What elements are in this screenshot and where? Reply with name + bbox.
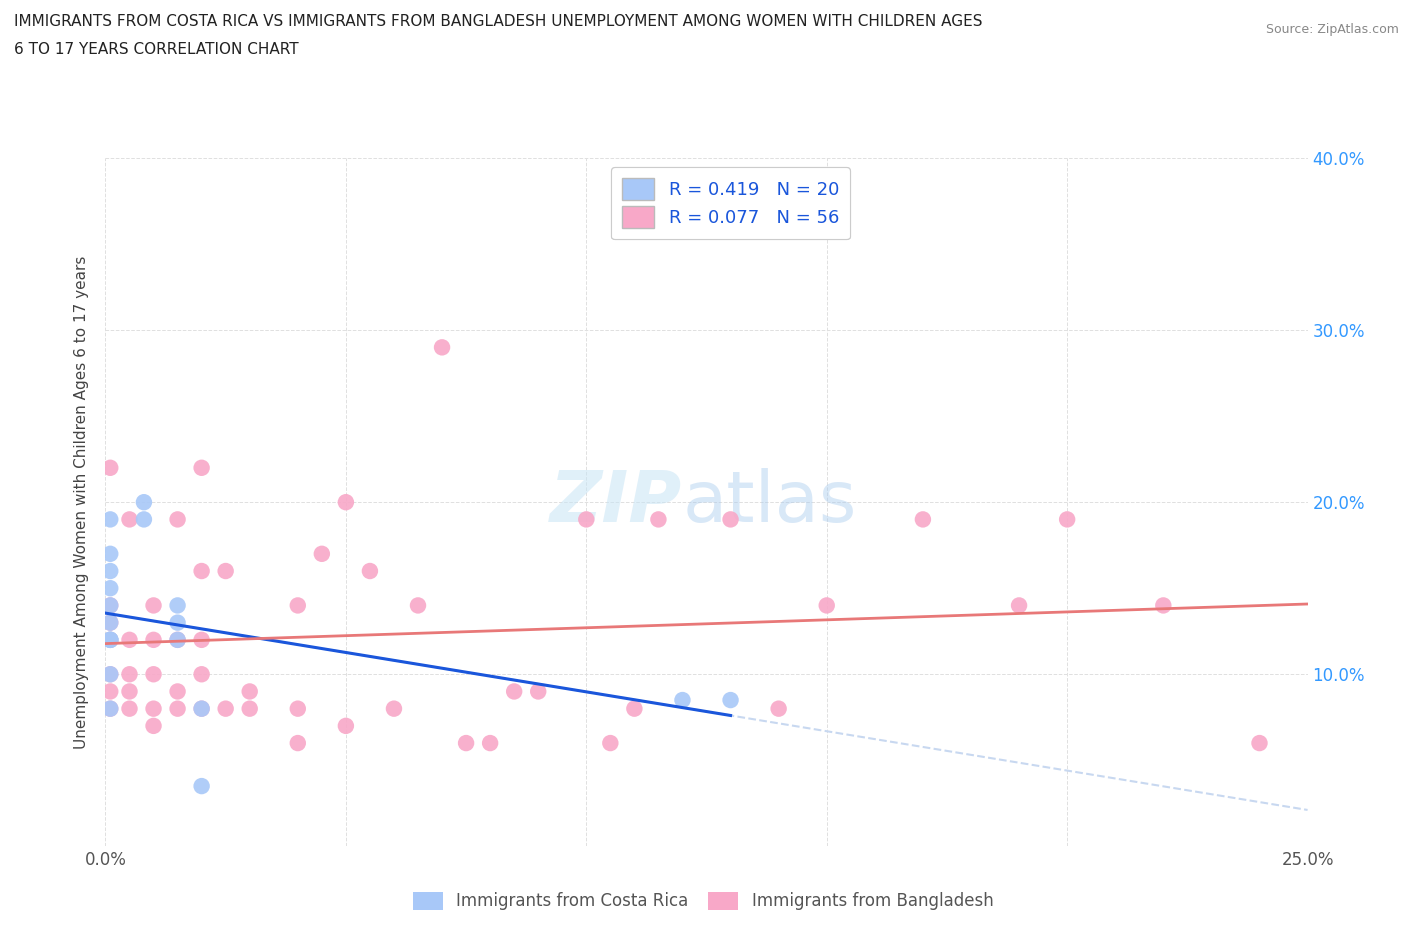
Point	[98, 701, 121, 716]
Legend: Immigrants from Costa Rica, Immigrants from Bangladesh: Immigrants from Costa Rica, Immigrants f…	[406, 885, 1000, 917]
Y-axis label: Unemployment Among Women with Children Ages 6 to 17 years: Unemployment Among Women with Children A…	[75, 256, 90, 749]
Point	[142, 719, 165, 734]
Point	[166, 598, 188, 613]
Point	[98, 460, 121, 475]
Point	[406, 598, 429, 613]
Point	[503, 684, 526, 699]
Point	[98, 684, 121, 699]
Point	[190, 564, 212, 578]
Point	[98, 547, 121, 562]
Point	[190, 667, 212, 682]
Point	[190, 632, 212, 647]
Point	[287, 736, 309, 751]
Point	[1152, 598, 1174, 613]
Point	[311, 547, 333, 562]
Point	[190, 778, 212, 793]
Point	[190, 701, 212, 716]
Point	[118, 684, 141, 699]
Point	[911, 512, 934, 527]
Point	[575, 512, 598, 527]
Point	[98, 616, 121, 631]
Point	[98, 616, 121, 631]
Point	[132, 512, 155, 527]
Point	[118, 667, 141, 682]
Point	[166, 632, 188, 647]
Point	[98, 632, 121, 647]
Point	[98, 632, 121, 647]
Point	[1056, 512, 1078, 527]
Point	[720, 512, 742, 527]
Point	[132, 495, 155, 510]
Point	[335, 495, 357, 510]
Point	[647, 512, 669, 527]
Point	[98, 667, 121, 682]
Point	[527, 684, 550, 699]
Point	[454, 736, 477, 751]
Point	[98, 580, 121, 596]
Point	[599, 736, 621, 751]
Point	[166, 632, 188, 647]
Point	[768, 701, 790, 716]
Point	[359, 564, 381, 578]
Point	[430, 340, 453, 355]
Point	[190, 460, 212, 475]
Point	[142, 701, 165, 716]
Text: IMMIGRANTS FROM COSTA RICA VS IMMIGRANTS FROM BANGLADESH UNEMPLOYMENT AMONG WOME: IMMIGRANTS FROM COSTA RICA VS IMMIGRANTS…	[14, 14, 983, 29]
Point	[98, 632, 121, 647]
Point	[142, 667, 165, 682]
Point	[239, 684, 262, 699]
Point	[98, 512, 121, 527]
Point	[118, 632, 141, 647]
Point	[671, 693, 693, 708]
Point	[382, 701, 405, 716]
Point	[287, 701, 309, 716]
Point	[98, 598, 121, 613]
Point	[98, 598, 121, 613]
Point	[214, 564, 236, 578]
Text: atlas: atlas	[682, 468, 856, 537]
Text: 6 TO 17 YEARS CORRELATION CHART: 6 TO 17 YEARS CORRELATION CHART	[14, 42, 298, 57]
Point	[118, 701, 141, 716]
Text: ZIP: ZIP	[550, 468, 682, 537]
Point	[190, 701, 212, 716]
Point	[214, 701, 236, 716]
Point	[118, 512, 141, 527]
Point	[142, 598, 165, 613]
Point	[166, 701, 188, 716]
Point	[98, 667, 121, 682]
Point	[287, 598, 309, 613]
Point	[98, 701, 121, 716]
Point	[1249, 736, 1271, 751]
Legend: R = 0.419   N = 20, R = 0.077   N = 56: R = 0.419 N = 20, R = 0.077 N = 56	[612, 167, 851, 239]
Point	[98, 564, 121, 578]
Point	[1008, 598, 1031, 613]
Point	[166, 684, 188, 699]
Point	[98, 632, 121, 647]
Text: Source: ZipAtlas.com: Source: ZipAtlas.com	[1265, 23, 1399, 36]
Point	[720, 693, 742, 708]
Point	[166, 512, 188, 527]
Point	[815, 598, 838, 613]
Point	[335, 719, 357, 734]
Point	[142, 632, 165, 647]
Point	[479, 736, 502, 751]
Point	[623, 701, 645, 716]
Point	[239, 701, 262, 716]
Point	[166, 616, 188, 631]
